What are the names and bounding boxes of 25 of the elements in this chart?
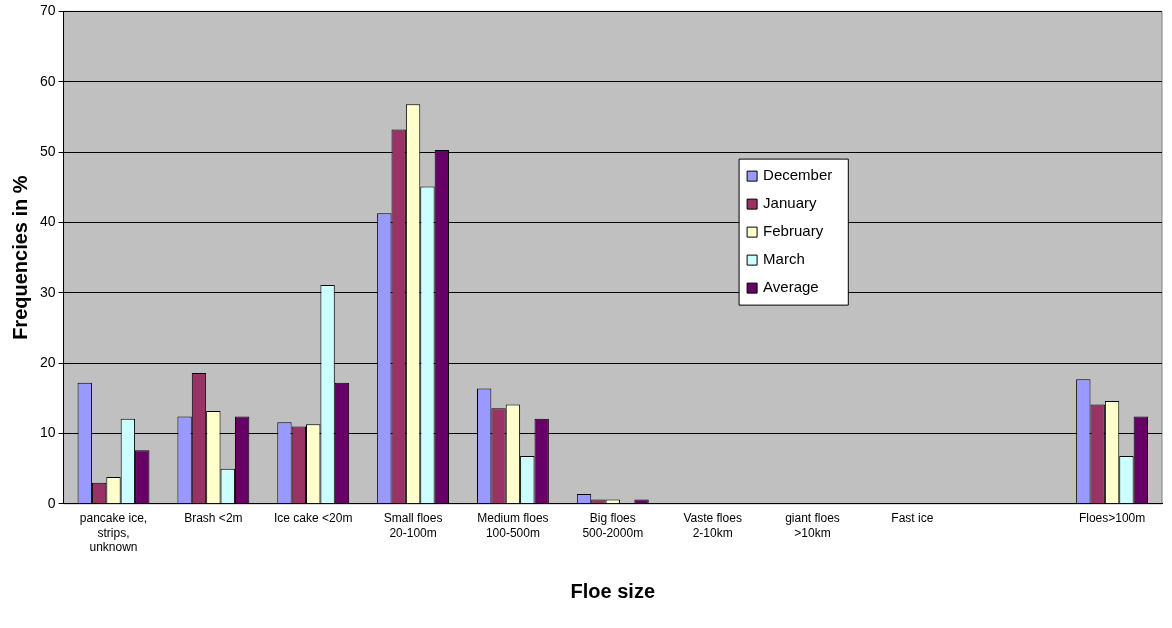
legend-label: January (763, 194, 817, 212)
legend-label: February (763, 222, 824, 240)
y-tick-label: 60 (39, 72, 56, 89)
x-tick-label: Vaste floes 2-10km (683, 511, 742, 540)
y-tick-label: 30 (39, 283, 56, 300)
x-tick-label: Brash <2m (184, 511, 243, 526)
x-tick-label: giant floes >10km (785, 511, 840, 540)
x-tick-label: Ice cake <20m (274, 511, 353, 526)
y-tick-label: 40 (39, 213, 56, 230)
x-tick-label: Fast ice (891, 511, 934, 526)
legend-label: Average (763, 278, 819, 296)
y-tick-label: 20 (39, 353, 56, 370)
x-tick-label: Big floes 500-2000m (582, 511, 644, 540)
x-tick-label: Floes>100m (1078, 511, 1146, 526)
legend-label: December (763, 166, 833, 184)
y-tick-label: 10 (39, 424, 56, 441)
y-axis-title: Frequencies in % (8, 175, 31, 340)
x-tick-label: Medium floes 100-500m (477, 511, 549, 540)
y-tick-label: 0 (47, 494, 56, 511)
x-tick-label: pancake ice, strips, unknown (79, 511, 148, 555)
x-axis-title: Floe size (570, 579, 656, 602)
y-tick-label: 70 (39, 2, 56, 19)
legend-label: March (763, 250, 805, 268)
y-tick-label: 50 (39, 142, 56, 159)
x-tick-label: Small floes 20-100m (383, 511, 443, 540)
